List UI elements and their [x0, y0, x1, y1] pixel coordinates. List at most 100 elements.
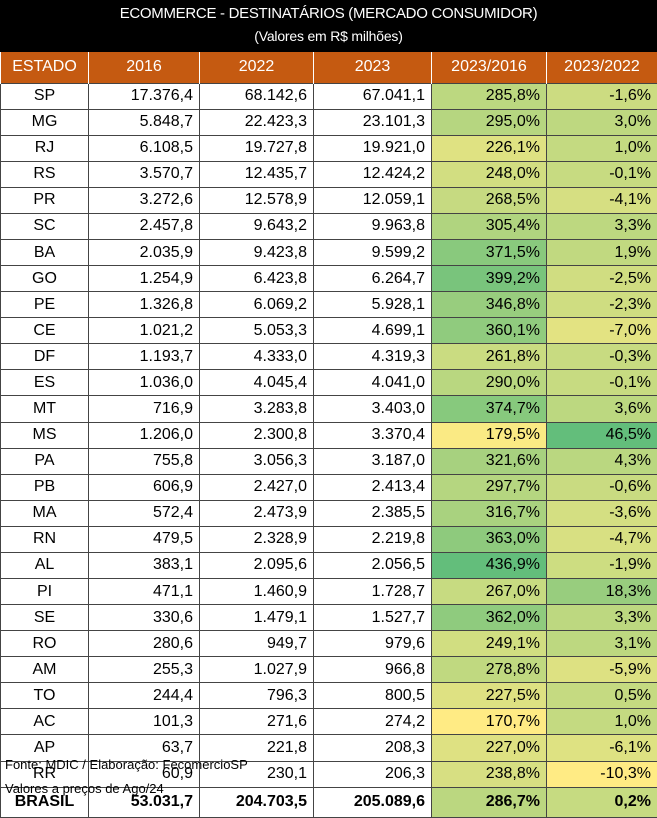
cell-2023: 1.527,7 [314, 605, 432, 631]
cell-estado: RN [1, 526, 89, 552]
cell-estado: CE [1, 318, 89, 344]
cell-2023: 2.056,5 [314, 552, 432, 578]
cell-growth-2022: -1,6% [547, 83, 657, 109]
cell-growth-2022: 1,0% [547, 709, 657, 735]
cell-growth-2016: 363,0% [432, 526, 547, 552]
table-title: ECOMMERCE - DESTINATÁRIOS (MERCADO CONSU… [0, 0, 657, 22]
cell-estado: PB [1, 474, 89, 500]
cell-growth-2022: -0,3% [547, 344, 657, 370]
cell-growth-2022: 3,3% [547, 605, 657, 631]
cell-2023: 800,5 [314, 683, 432, 709]
cell-2023: 966,8 [314, 657, 432, 683]
cell-2023: 2.385,5 [314, 500, 432, 526]
cell-growth-2022: -4,7% [547, 526, 657, 552]
title-block: ECOMMERCE - DESTINATÁRIOS (MERCADO CONSU… [0, 0, 657, 52]
cell-growth-2016: 305,4% [432, 213, 547, 239]
cell-2016: 255,3 [89, 657, 200, 683]
cell-2023: 2.413,4 [314, 474, 432, 500]
cell-estado: PE [1, 292, 89, 318]
cell-growth-2016: 248,0% [432, 161, 547, 187]
cell-2022: 22.423,3 [200, 109, 314, 135]
cell-growth-2016: 261,8% [432, 344, 547, 370]
cell-2023: 4.319,3 [314, 344, 432, 370]
cell-2023: 206,3 [314, 761, 432, 787]
cell-2023: 67.041,1 [314, 83, 432, 109]
cell-2022: 3.056,3 [200, 448, 314, 474]
cell-growth-2022: 3,6% [547, 396, 657, 422]
column-header-growth-2022: 2023/2022 [547, 52, 657, 83]
cell-growth-2016: 297,7% [432, 474, 547, 500]
cell-estado: MS [1, 422, 89, 448]
cell-growth-2016: 268,5% [432, 187, 547, 213]
ecommerce-table: ESTADO 2016 2022 2023 2023/2016 2023/202… [0, 52, 657, 818]
cell-2022: 204.703,5 [200, 787, 314, 817]
cell-2022: 9.423,8 [200, 239, 314, 265]
column-header-2023: 2023 [314, 52, 432, 83]
cell-2016: 1.326,8 [89, 292, 200, 318]
cell-growth-2016: 278,8% [432, 657, 547, 683]
cell-2016: 1.021,2 [89, 318, 200, 344]
cell-2022: 19.727,8 [200, 135, 314, 161]
cell-2016: 716,9 [89, 396, 200, 422]
cell-growth-2022: 1,9% [547, 239, 657, 265]
cell-growth-2016: 316,7% [432, 500, 547, 526]
cell-growth-2022: 3,0% [547, 109, 657, 135]
cell-2023: 23.101,3 [314, 109, 432, 135]
column-header-estado: ESTADO [1, 52, 89, 83]
cell-2022: 12.578,9 [200, 187, 314, 213]
cell-growth-2016: 362,0% [432, 605, 547, 631]
cell-growth-2022: -0,6% [547, 474, 657, 500]
cell-estado: PR [1, 187, 89, 213]
cell-2022: 4.333,0 [200, 344, 314, 370]
cell-growth-2016: 226,1% [432, 135, 547, 161]
cell-2016: 383,1 [89, 552, 200, 578]
cell-2016: 572,4 [89, 500, 200, 526]
cell-2023: 274,2 [314, 709, 432, 735]
cell-growth-2022: -0,1% [547, 370, 657, 396]
cell-2016: 1.206,0 [89, 422, 200, 448]
cell-2022: 2.473,9 [200, 500, 314, 526]
cell-estado: MG [1, 109, 89, 135]
cell-growth-2022: -2,5% [547, 266, 657, 292]
table-subtitle: (Valores em R$ milhões) [0, 22, 657, 44]
cell-2016: 330,6 [89, 605, 200, 631]
cell-2016: 2.035,9 [89, 239, 200, 265]
cell-growth-2016: 285,8% [432, 83, 547, 109]
cell-2022: 12.435,7 [200, 161, 314, 187]
cell-growth-2016: 170,7% [432, 709, 547, 735]
cell-growth-2022: 18,3% [547, 578, 657, 604]
cell-2023: 5.928,1 [314, 292, 432, 318]
column-header-2016: 2016 [89, 52, 200, 83]
cell-2022: 68.142,6 [200, 83, 314, 109]
cell-estado: PA [1, 448, 89, 474]
cell-2022: 4.045,4 [200, 370, 314, 396]
cell-2022: 796,3 [200, 683, 314, 709]
cell-2016: 17.376,4 [89, 83, 200, 109]
cell-2016: 280,6 [89, 631, 200, 657]
cell-2016: 3.570,7 [89, 161, 200, 187]
cell-2016: 244,4 [89, 683, 200, 709]
cell-growth-2022: 3,3% [547, 213, 657, 239]
cell-growth-2022: -10,3% [547, 761, 657, 787]
cell-2022: 271,6 [200, 709, 314, 735]
cell-growth-2022: 3,1% [547, 631, 657, 657]
cell-2022: 2.427,0 [200, 474, 314, 500]
cell-growth-2016: 321,6% [432, 448, 547, 474]
cell-estado: BA [1, 239, 89, 265]
report-page: ECOMMERCE - DESTINATÁRIOS (MERCADO CONSU… [0, 0, 657, 800]
cell-2023: 4.041,0 [314, 370, 432, 396]
cell-growth-2016: 290,0% [432, 370, 547, 396]
cell-growth-2016: 374,7% [432, 396, 547, 422]
source-note: Fonte: MDIC / Elaboração: FecomercioSP [5, 757, 248, 772]
